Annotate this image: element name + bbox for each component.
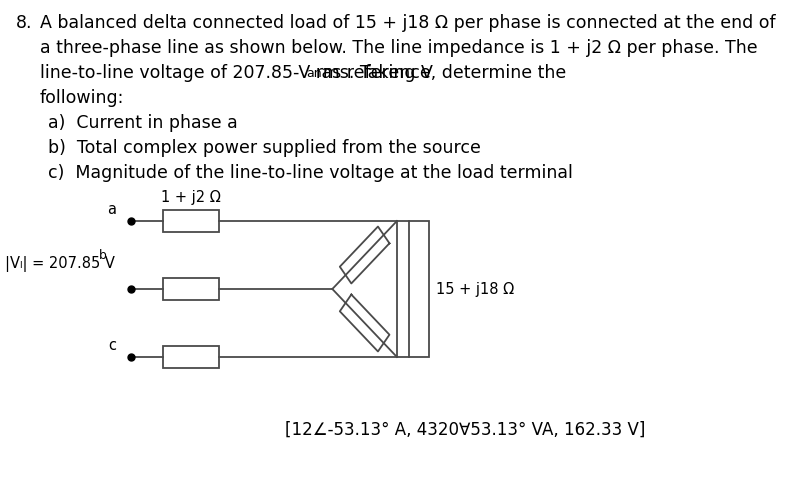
Text: [12∠-53.13° A, 4320∀53.13° VA, 162.33 V]: [12∠-53.13° A, 4320∀53.13° VA, 162.33 V] <box>286 420 646 438</box>
Text: |Vₗ| = 207.85 V: |Vₗ| = 207.85 V <box>5 255 114 271</box>
Bar <box>163 211 219 232</box>
Bar <box>163 346 219 368</box>
Text: following:: following: <box>40 89 125 107</box>
Text: as reference, determine the: as reference, determine the <box>316 64 566 82</box>
Text: an: an <box>306 67 322 80</box>
Text: b)  Total complex power supplied from the source: b) Total complex power supplied from the… <box>48 139 481 156</box>
Text: a)  Current in phase a: a) Current in phase a <box>48 114 238 132</box>
Text: c)  Magnitude of the line-to-line voltage at the load terminal: c) Magnitude of the line-to-line voltage… <box>48 164 573 181</box>
Text: 15 + j18 Ω: 15 + j18 Ω <box>436 282 514 297</box>
Bar <box>163 278 219 300</box>
Text: b: b <box>98 249 106 262</box>
Text: 8.: 8. <box>16 14 33 32</box>
Bar <box>409 222 430 357</box>
Text: a: a <box>107 202 116 216</box>
Text: line-to-line voltage of 207.85-V rms. Taking V: line-to-line voltage of 207.85-V rms. Ta… <box>40 64 433 82</box>
Text: a three-phase line as shown below. The line impedance is 1 + j2 Ω per phase. The: a three-phase line as shown below. The l… <box>40 39 758 57</box>
Text: A balanced delta connected load of 15 + j18 Ω per phase is connected at the end : A balanced delta connected load of 15 + … <box>40 14 776 32</box>
Text: 1 + j2 Ω: 1 + j2 Ω <box>162 190 221 204</box>
Text: c: c <box>108 337 116 352</box>
